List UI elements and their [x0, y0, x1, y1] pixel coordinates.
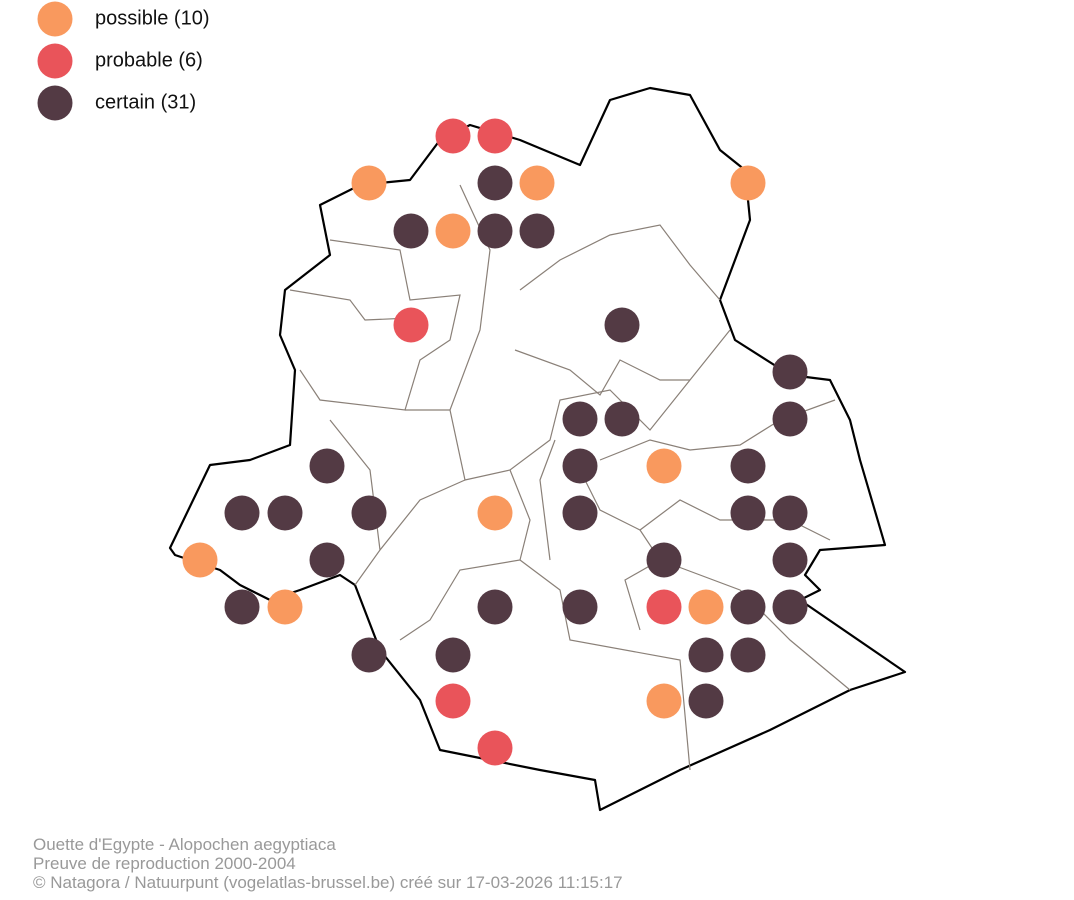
legend-swatch: [37, 43, 73, 79]
observation-dot: [351, 165, 387, 201]
legend-label: possible (10): [95, 7, 210, 29]
observation-dot: [688, 683, 724, 719]
observation-dot: [477, 730, 513, 766]
footer-line: Preuve de reproduction 2000-2004: [33, 854, 296, 873]
observation-dot: [519, 213, 555, 249]
observation-dot: [772, 495, 808, 531]
observation-dot: [435, 118, 471, 154]
observation-dot: [477, 213, 513, 249]
footer-line: © Natagora / Natuurpunt (vogelatlas-brus…: [33, 873, 623, 892]
observation-dot: [477, 118, 513, 154]
legend-swatch: [37, 85, 73, 121]
observation-dot: [309, 542, 345, 578]
legend-swatch: [37, 1, 73, 37]
observation-dot: [435, 213, 471, 249]
observation-dot: [224, 589, 260, 625]
observation-dot: [562, 589, 598, 625]
observation-dot: [519, 165, 555, 201]
observation-dot: [393, 213, 429, 249]
observation-dot: [604, 307, 640, 343]
observation-dot: [730, 495, 766, 531]
observation-dot: [477, 495, 513, 531]
footer-line: Ouette d'Egypte - Alopochen aegyptiaca: [33, 835, 336, 854]
observation-dot: [730, 637, 766, 673]
observation-dot: [730, 589, 766, 625]
observation-dot: [604, 401, 640, 437]
observation-dot: [730, 448, 766, 484]
observation-dot: [772, 589, 808, 625]
observation-dot: [772, 354, 808, 390]
observation-dot: [772, 542, 808, 578]
observation-dot: [772, 401, 808, 437]
observation-dot: [182, 542, 218, 578]
observation-dot: [267, 589, 303, 625]
observation-dot: [267, 495, 303, 531]
observation-dot: [562, 495, 598, 531]
observation-dot: [435, 683, 471, 719]
observation-dot: [224, 495, 260, 531]
observation-dot: [730, 165, 766, 201]
observation-dot: [351, 637, 387, 673]
observation-dot: [562, 448, 598, 484]
legend-label: probable (6): [95, 49, 203, 71]
observation-dot: [646, 542, 682, 578]
observation-dot: [646, 589, 682, 625]
municipality-borders: [289, 184, 851, 771]
observation-dot: [646, 683, 682, 719]
observation-dot: [477, 589, 513, 625]
observation-dot: [477, 165, 513, 201]
observation-dot: [435, 637, 471, 673]
observation-dot: [688, 589, 724, 625]
observation-dot: [646, 448, 682, 484]
observation-dot: [393, 307, 429, 343]
observation-dot: [688, 637, 724, 673]
observation-dot: [351, 495, 387, 531]
observation-dot: [562, 401, 598, 437]
legend-label: certain (31): [95, 91, 196, 113]
observation-dot: [309, 448, 345, 484]
